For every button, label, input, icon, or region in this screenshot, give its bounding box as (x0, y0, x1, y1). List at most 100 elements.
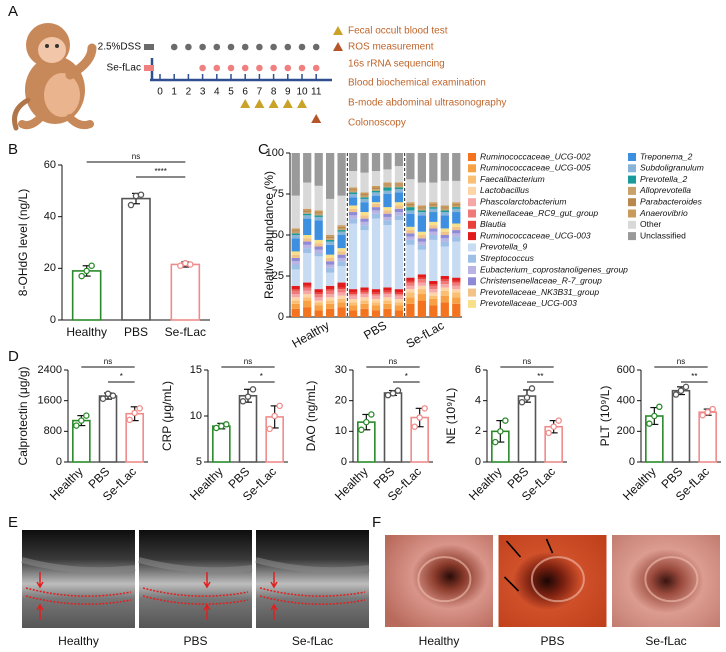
stack-segment (291, 300, 300, 304)
dosing-dot (298, 64, 306, 72)
image-label: PBS (183, 634, 207, 648)
stack-segment (371, 298, 381, 303)
stack-segment (303, 287, 312, 291)
stack-segment (406, 280, 415, 283)
stack-segment (394, 310, 404, 317)
stack-segment (314, 289, 323, 293)
stack-segment (406, 282, 415, 286)
stack-segment (326, 267, 335, 273)
y-tick-label: 0 (50, 314, 56, 326)
stack-segment (291, 195, 300, 229)
bar (383, 392, 403, 463)
stack-segment (291, 238, 300, 252)
stack-segment (383, 190, 392, 194)
dosing-dot (284, 64, 292, 72)
stack-segment (291, 233, 300, 235)
stack-segment (326, 294, 335, 298)
bar (517, 395, 537, 463)
y-tick-label: 100 (266, 147, 284, 159)
stack-segment (417, 282, 426, 286)
stack-segment (394, 212, 404, 216)
y-tick-label: 30 (335, 364, 347, 376)
stack-segment (348, 153, 358, 172)
stack-segment (406, 226, 415, 231)
y-tick-label: 0 (629, 456, 635, 468)
stack-segment (452, 205, 461, 208)
stack-segment (452, 223, 461, 227)
event-label: Colonoscopy (348, 118, 406, 129)
significance-label: * (405, 372, 408, 381)
stack-segment (348, 187, 358, 190)
stack-segment (452, 303, 461, 317)
legend-swatch (468, 254, 476, 263)
colonoscopy-image (612, 535, 720, 627)
stack-segment (429, 239, 438, 281)
y-tick-label: 75 (272, 188, 284, 200)
stack-segment (337, 248, 346, 252)
x-tick-label: PBS (124, 325, 148, 339)
significance-label: ns (244, 357, 252, 366)
stack-segment (383, 300, 392, 304)
data-point (394, 387, 402, 394)
stack-segment (291, 269, 300, 286)
stack-segment (348, 189, 358, 191)
legend-label: Ruminococcaceae_UCG-005 (480, 163, 591, 173)
stack-segment (383, 194, 392, 208)
stack-segment (383, 287, 392, 291)
stack-segment (429, 289, 438, 293)
stack-segment (394, 192, 404, 203)
stack-segment (371, 218, 381, 290)
data-point (523, 394, 531, 401)
legend-label: Ruminococcaceae_UCG-002 (480, 151, 591, 161)
stack-segment (417, 289, 426, 295)
stack-segment (406, 153, 415, 180)
stack-segment (440, 231, 449, 235)
stack-segment (291, 254, 300, 258)
y-tick-label: 15 (190, 364, 202, 376)
stack-segment (314, 300, 323, 303)
dosing-dot (256, 43, 263, 51)
stack-segment (394, 166, 404, 183)
stack-segment (417, 212, 426, 216)
data-point (78, 272, 85, 280)
stack-segment (314, 305, 323, 311)
y-tick-label: 800 (44, 425, 62, 437)
stack-segment (394, 295, 404, 299)
significance-label: * (120, 372, 123, 381)
legend-swatch (628, 153, 636, 161)
stack-segment (452, 203, 461, 206)
legend-label: Faecalibacterium (480, 174, 545, 184)
stack-segment (440, 207, 449, 209)
stack-segment (440, 295, 449, 303)
stack-segment (440, 205, 449, 208)
data-point (131, 409, 138, 417)
stack-segment (360, 172, 369, 193)
stack-segment (452, 153, 461, 181)
stack-segment (337, 307, 346, 317)
stack-segment (452, 241, 461, 278)
stack-segment (440, 212, 449, 216)
stack-segment (348, 289, 358, 293)
x-tick-label: Healthy (187, 464, 226, 503)
legend-label: Ruminococcaceae_UCG-003 (480, 230, 591, 240)
data-point (73, 422, 80, 429)
bar (170, 263, 201, 321)
stack-segment (326, 153, 335, 199)
stack-segment (440, 284, 449, 288)
stack-segment (348, 171, 358, 188)
y-axis-label: Calprotectin (μg/g) (16, 367, 30, 466)
image-label: Healthy (419, 634, 460, 648)
stack-segment (314, 292, 323, 295)
data-point (550, 423, 557, 430)
stack-segment (452, 202, 461, 204)
stack-segment (394, 298, 404, 303)
bar (212, 425, 231, 463)
data-point (389, 390, 397, 397)
stack-segment (440, 246, 449, 276)
stack-segment (452, 289, 461, 293)
legend-swatch (628, 164, 636, 173)
stack-segment (371, 187, 381, 190)
data-point (651, 412, 658, 420)
data-point (177, 262, 184, 269)
